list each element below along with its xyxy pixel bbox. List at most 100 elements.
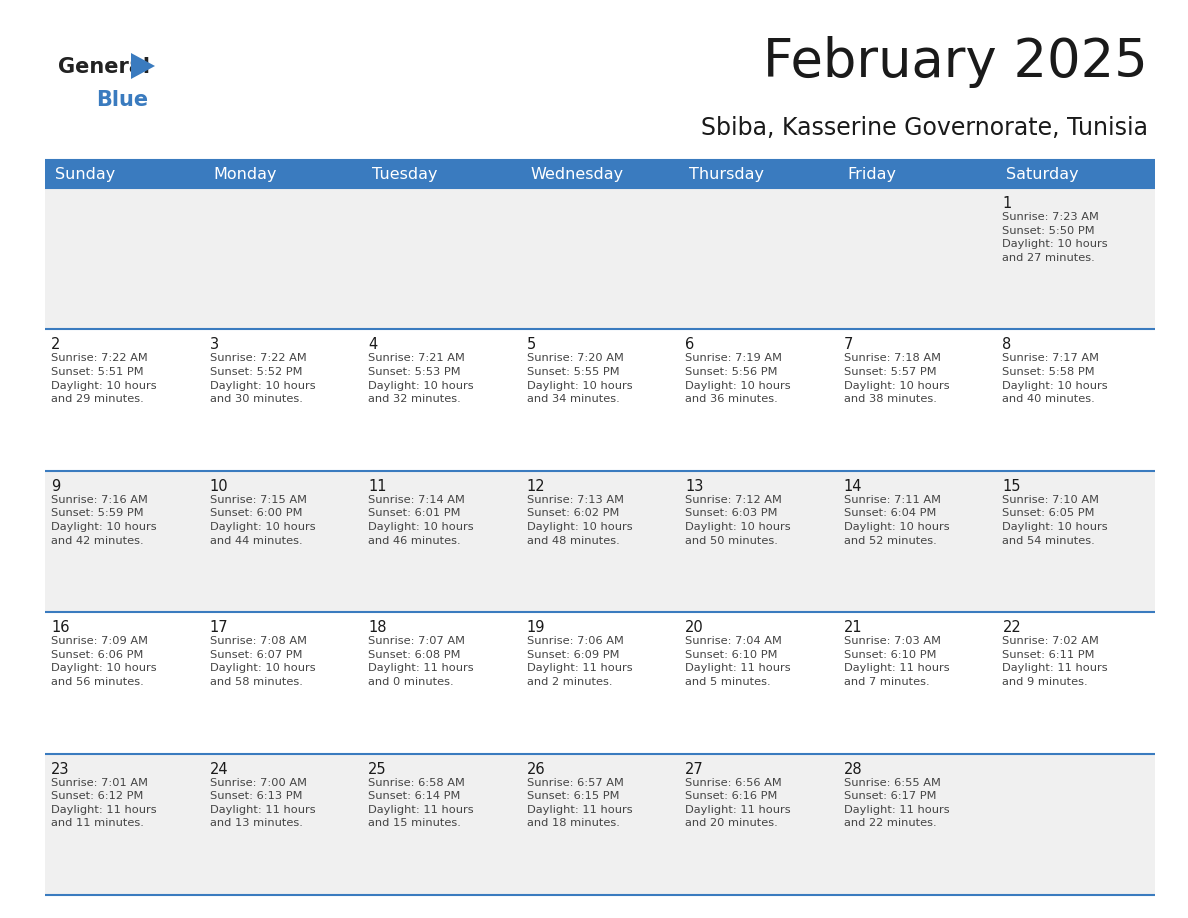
Text: Sunrise: 7:21 AM
Sunset: 5:53 PM
Daylight: 10 hours
and 32 minutes.: Sunrise: 7:21 AM Sunset: 5:53 PM Dayligh…	[368, 353, 474, 404]
Bar	[838, 471, 997, 612]
Text: 8: 8	[1003, 338, 1012, 353]
Text: 13: 13	[685, 479, 703, 494]
Text: Sunrise: 7:06 AM
Sunset: 6:09 PM
Daylight: 11 hours
and 2 minutes.: Sunrise: 7:06 AM Sunset: 6:09 PM Dayligh…	[526, 636, 632, 687]
Text: 21: 21	[843, 621, 862, 635]
Bar	[520, 754, 680, 895]
Text: Sunrise: 7:00 AM
Sunset: 6:13 PM
Daylight: 11 hours
and 13 minutes.: Sunrise: 7:00 AM Sunset: 6:13 PM Dayligh…	[209, 778, 315, 828]
Text: 2: 2	[51, 338, 61, 353]
Bar	[520, 330, 680, 471]
Text: Sunrise: 7:02 AM
Sunset: 6:11 PM
Daylight: 11 hours
and 9 minutes.: Sunrise: 7:02 AM Sunset: 6:11 PM Dayligh…	[1003, 636, 1108, 687]
Text: 22: 22	[1003, 621, 1022, 635]
Text: Saturday: Saturday	[1006, 166, 1079, 182]
Text: Sunrise: 7:22 AM
Sunset: 5:52 PM
Daylight: 10 hours
and 30 minutes.: Sunrise: 7:22 AM Sunset: 5:52 PM Dayligh…	[209, 353, 315, 404]
Bar	[203, 471, 362, 612]
Text: General: General	[58, 57, 150, 77]
Bar	[997, 754, 1155, 895]
Text: 20: 20	[685, 621, 704, 635]
Bar	[45, 160, 203, 188]
Text: Sunrise: 7:23 AM
Sunset: 5:50 PM
Daylight: 10 hours
and 27 minutes.: Sunrise: 7:23 AM Sunset: 5:50 PM Dayligh…	[1003, 212, 1108, 263]
Bar	[838, 754, 997, 895]
Bar	[362, 330, 520, 471]
Text: Sunrise: 7:17 AM
Sunset: 5:58 PM
Daylight: 10 hours
and 40 minutes.: Sunrise: 7:17 AM Sunset: 5:58 PM Dayligh…	[1003, 353, 1108, 404]
Text: Sbiba, Kasserine Governorate, Tunisia: Sbiba, Kasserine Governorate, Tunisia	[701, 116, 1148, 140]
Text: Wednesday: Wednesday	[530, 166, 624, 182]
Bar	[362, 754, 520, 895]
Text: 10: 10	[209, 479, 228, 494]
Text: Thursday: Thursday	[689, 166, 764, 182]
Bar	[520, 188, 680, 330]
Bar	[838, 188, 997, 330]
Bar	[680, 160, 838, 188]
Text: Sunrise: 7:15 AM
Sunset: 6:00 PM
Daylight: 10 hours
and 44 minutes.: Sunrise: 7:15 AM Sunset: 6:00 PM Dayligh…	[209, 495, 315, 545]
Text: Sunrise: 6:55 AM
Sunset: 6:17 PM
Daylight: 11 hours
and 22 minutes.: Sunrise: 6:55 AM Sunset: 6:17 PM Dayligh…	[843, 778, 949, 828]
Text: 3: 3	[209, 338, 219, 353]
Bar	[680, 612, 838, 754]
Bar	[997, 471, 1155, 612]
Bar	[520, 471, 680, 612]
Text: 12: 12	[526, 479, 545, 494]
Bar	[45, 330, 203, 471]
Bar	[203, 330, 362, 471]
Text: Tuesday: Tuesday	[372, 166, 437, 182]
Text: Sunrise: 7:13 AM
Sunset: 6:02 PM
Daylight: 10 hours
and 48 minutes.: Sunrise: 7:13 AM Sunset: 6:02 PM Dayligh…	[526, 495, 632, 545]
Text: 16: 16	[51, 621, 70, 635]
Text: 6: 6	[685, 338, 695, 353]
Bar	[45, 612, 203, 754]
Bar	[203, 612, 362, 754]
Text: 4: 4	[368, 338, 378, 353]
Bar	[997, 160, 1155, 188]
Text: Sunrise: 7:01 AM
Sunset: 6:12 PM
Daylight: 11 hours
and 11 minutes.: Sunrise: 7:01 AM Sunset: 6:12 PM Dayligh…	[51, 778, 157, 828]
Text: Sunrise: 7:20 AM
Sunset: 5:55 PM
Daylight: 10 hours
and 34 minutes.: Sunrise: 7:20 AM Sunset: 5:55 PM Dayligh…	[526, 353, 632, 404]
Bar	[520, 160, 680, 188]
Text: February 2025: February 2025	[763, 36, 1148, 88]
Text: 17: 17	[209, 621, 228, 635]
Text: Blue: Blue	[96, 90, 148, 110]
Text: Sunrise: 7:07 AM
Sunset: 6:08 PM
Daylight: 11 hours
and 0 minutes.: Sunrise: 7:07 AM Sunset: 6:08 PM Dayligh…	[368, 636, 474, 687]
Text: 28: 28	[843, 762, 862, 777]
Text: Sunrise: 7:11 AM
Sunset: 6:04 PM
Daylight: 10 hours
and 52 minutes.: Sunrise: 7:11 AM Sunset: 6:04 PM Dayligh…	[843, 495, 949, 545]
Bar	[362, 160, 520, 188]
Text: Sunrise: 7:22 AM
Sunset: 5:51 PM
Daylight: 10 hours
and 29 minutes.: Sunrise: 7:22 AM Sunset: 5:51 PM Dayligh…	[51, 353, 157, 404]
Bar	[520, 612, 680, 754]
Bar	[45, 754, 203, 895]
Text: 25: 25	[368, 762, 387, 777]
Text: Sunrise: 7:09 AM
Sunset: 6:06 PM
Daylight: 10 hours
and 56 minutes.: Sunrise: 7:09 AM Sunset: 6:06 PM Dayligh…	[51, 636, 157, 687]
Bar	[680, 188, 838, 330]
Text: 1: 1	[1003, 196, 1012, 211]
Bar	[203, 160, 362, 188]
Bar	[362, 471, 520, 612]
Text: 24: 24	[209, 762, 228, 777]
Bar	[362, 188, 520, 330]
Bar	[838, 612, 997, 754]
Text: 5: 5	[526, 338, 536, 353]
Bar	[838, 160, 997, 188]
Text: Sunrise: 7:14 AM
Sunset: 6:01 PM
Daylight: 10 hours
and 46 minutes.: Sunrise: 7:14 AM Sunset: 6:01 PM Dayligh…	[368, 495, 474, 545]
Bar	[997, 188, 1155, 330]
Text: Friday: Friday	[847, 166, 897, 182]
Text: 18: 18	[368, 621, 386, 635]
Text: Sunrise: 7:04 AM
Sunset: 6:10 PM
Daylight: 11 hours
and 5 minutes.: Sunrise: 7:04 AM Sunset: 6:10 PM Dayligh…	[685, 636, 791, 687]
Bar	[362, 612, 520, 754]
Bar	[997, 612, 1155, 754]
Text: 11: 11	[368, 479, 386, 494]
Text: Sunrise: 6:56 AM
Sunset: 6:16 PM
Daylight: 11 hours
and 20 minutes.: Sunrise: 6:56 AM Sunset: 6:16 PM Dayligh…	[685, 778, 791, 828]
Text: Sunrise: 7:03 AM
Sunset: 6:10 PM
Daylight: 11 hours
and 7 minutes.: Sunrise: 7:03 AM Sunset: 6:10 PM Dayligh…	[843, 636, 949, 687]
Text: Sunrise: 7:19 AM
Sunset: 5:56 PM
Daylight: 10 hours
and 36 minutes.: Sunrise: 7:19 AM Sunset: 5:56 PM Dayligh…	[685, 353, 791, 404]
Text: Sunrise: 7:16 AM
Sunset: 5:59 PM
Daylight: 10 hours
and 42 minutes.: Sunrise: 7:16 AM Sunset: 5:59 PM Dayligh…	[51, 495, 157, 545]
Bar	[45, 471, 203, 612]
Text: Sunrise: 6:58 AM
Sunset: 6:14 PM
Daylight: 11 hours
and 15 minutes.: Sunrise: 6:58 AM Sunset: 6:14 PM Dayligh…	[368, 778, 474, 828]
Bar	[203, 188, 362, 330]
Text: Sunrise: 7:12 AM
Sunset: 6:03 PM
Daylight: 10 hours
and 50 minutes.: Sunrise: 7:12 AM Sunset: 6:03 PM Dayligh…	[685, 495, 791, 545]
Text: Sunrise: 7:10 AM
Sunset: 6:05 PM
Daylight: 10 hours
and 54 minutes.: Sunrise: 7:10 AM Sunset: 6:05 PM Dayligh…	[1003, 495, 1108, 545]
Text: 27: 27	[685, 762, 704, 777]
Bar	[680, 754, 838, 895]
Text: Sunrise: 7:18 AM
Sunset: 5:57 PM
Daylight: 10 hours
and 38 minutes.: Sunrise: 7:18 AM Sunset: 5:57 PM Dayligh…	[843, 353, 949, 404]
Text: Sunday: Sunday	[55, 166, 115, 182]
Text: 9: 9	[51, 479, 61, 494]
Text: 14: 14	[843, 479, 862, 494]
Text: Sunrise: 7:08 AM
Sunset: 6:07 PM
Daylight: 10 hours
and 58 minutes.: Sunrise: 7:08 AM Sunset: 6:07 PM Dayligh…	[209, 636, 315, 687]
Text: 26: 26	[526, 762, 545, 777]
Bar	[203, 754, 362, 895]
Bar	[997, 330, 1155, 471]
Bar	[45, 188, 203, 330]
